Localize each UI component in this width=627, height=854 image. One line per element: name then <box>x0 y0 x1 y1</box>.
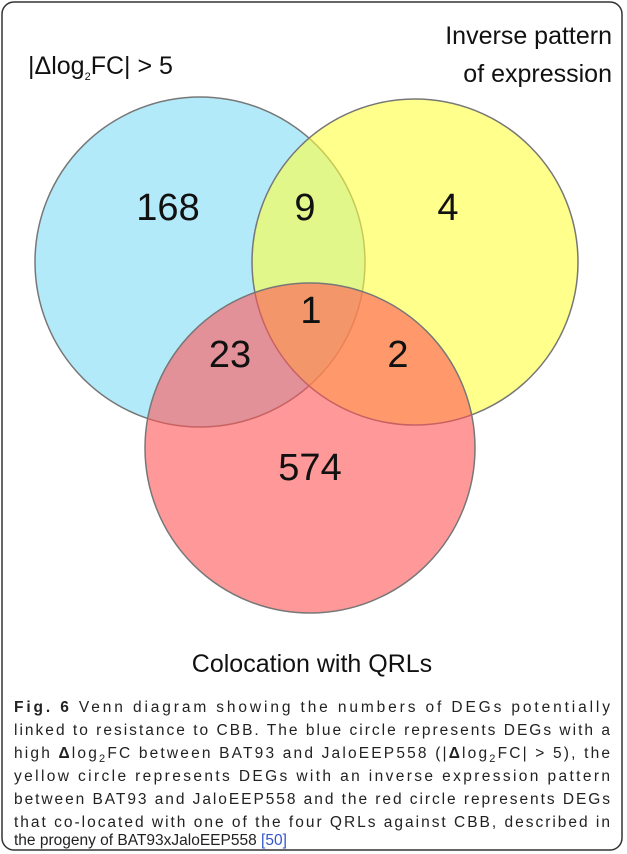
caption: Fig. 6 Venn diagram showing the numbers … <box>14 699 610 849</box>
caption-line: that co-located with one of the four QRL… <box>14 814 610 831</box>
red-circle <box>144 282 476 614</box>
caption-text: Δ <box>449 745 460 762</box>
set-label: Colocation with QRLs <box>192 650 432 678</box>
caption-text: log <box>462 745 487 762</box>
caption-text: between BAT93 and JaloEEP558 and the red… <box>14 791 610 808</box>
count: 574 <box>278 447 341 489</box>
count: 4 <box>437 187 458 229</box>
caption-text: FC| > 5), the <box>498 745 610 762</box>
caption-label: Fig. 6 <box>14 699 69 716</box>
caption-line: between BAT93 and JaloEEP558 and the red… <box>14 791 610 808</box>
count: 168 <box>136 187 199 229</box>
caption-subscript: 2 <box>99 753 105 765</box>
caption-text: log <box>72 745 97 762</box>
caption-text: linked to resistance to CBB. The blue ci… <box>14 722 610 739</box>
caption-text: high <box>14 745 56 762</box>
caption-subscript: 2 <box>489 753 495 765</box>
caption-text: FC between BAT93 and JaloEEP558 (| <box>107 745 446 762</box>
label-part: |Δlog <box>28 52 85 80</box>
caption-text: Δ <box>58 745 69 762</box>
count: 9 <box>294 187 315 229</box>
count: 2 <box>387 334 408 376</box>
venn <box>34 96 579 614</box>
caption-text: the progeny of BAT93xJaloEEP558 <box>14 832 261 849</box>
caption-text: yellow circle represents DEGs with an in… <box>14 768 610 785</box>
label-subscript: 2 <box>85 71 91 83</box>
set-label: Inverse pattern <box>445 22 612 50</box>
label-part: FC| > 5 <box>91 52 173 80</box>
caption-text: Venn diagram showing the numbers of DEGs… <box>72 699 611 716</box>
count: 23 <box>209 334 251 376</box>
set-label: of expression <box>463 60 612 88</box>
caption-line: the progeny of BAT93xJaloEEP558 [50] <box>14 832 287 849</box>
caption-line: linked to resistance to CBB. The blue ci… <box>14 722 610 739</box>
set-label: |Δlog2FC| > 5 <box>28 52 173 83</box>
caption-line: yellow circle represents DEGs with an in… <box>14 768 610 785</box>
caption-line: Fig. 6 Venn diagram showing the numbers … <box>14 699 610 716</box>
citation-link[interactable]: [50] <box>261 832 287 849</box>
caption-text: that co-located with one of the four QRL… <box>14 814 610 831</box>
count: 1 <box>300 290 321 332</box>
